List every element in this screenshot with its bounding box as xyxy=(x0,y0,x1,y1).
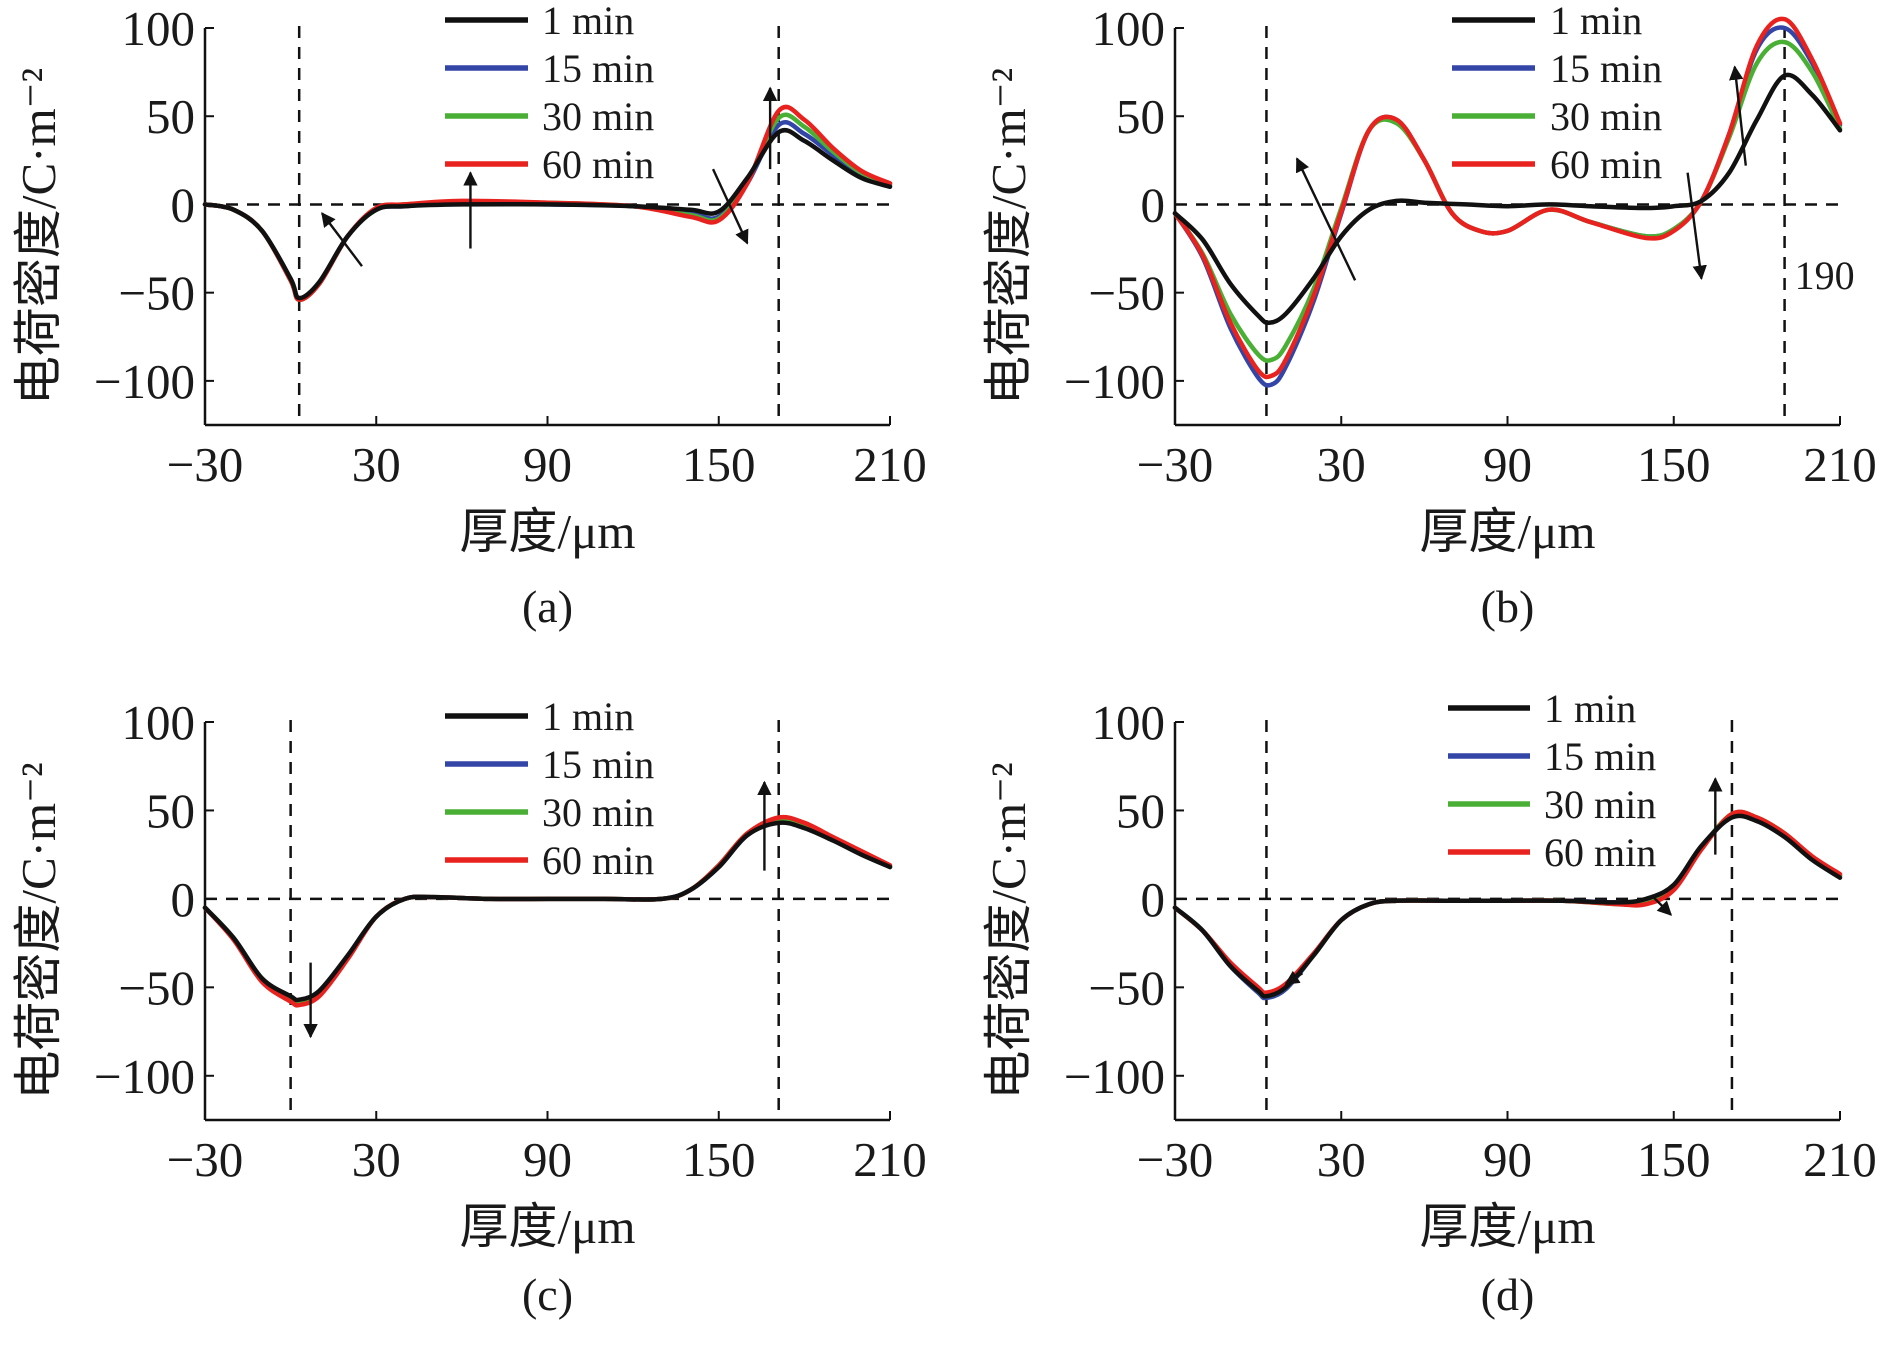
y-axis-title: 电荷密度/C·m⁻² xyxy=(981,762,1036,1099)
panel-caption: (b) xyxy=(1481,581,1535,632)
legend-label: 60 min xyxy=(1544,830,1656,875)
legend-label: 15 min xyxy=(1544,734,1656,779)
y-tick-label: −50 xyxy=(118,266,195,321)
x-tick-label: 90 xyxy=(523,1132,572,1187)
y-tick-label: 100 xyxy=(1092,695,1166,750)
x-tick-label: 210 xyxy=(853,1132,927,1187)
legend-label: 60 min xyxy=(1550,142,1662,187)
x-axis-title: 厚度/μm xyxy=(460,504,636,559)
y-tick-label: 50 xyxy=(1116,89,1165,144)
series-line-1-min xyxy=(1172,72,1843,325)
legend-label: 60 min xyxy=(542,838,654,883)
x-tick-label: −30 xyxy=(167,1132,244,1187)
x-tick-label: 30 xyxy=(352,1132,401,1187)
legend-label: 30 min xyxy=(542,94,654,139)
panel-caption: (a) xyxy=(522,581,573,632)
x-axis-title: 厚度/μm xyxy=(1420,504,1596,559)
y-tick-label: 50 xyxy=(146,89,195,144)
x-tick-label: 150 xyxy=(682,437,756,492)
legend-label: 1 min xyxy=(1544,686,1636,731)
x-tick-label: 90 xyxy=(1483,1132,1532,1187)
trend-arrow xyxy=(1686,172,1707,280)
legend-label: 30 min xyxy=(542,790,654,835)
legend-label: 60 min xyxy=(542,142,654,187)
y-tick-label: −100 xyxy=(94,354,195,409)
x-tick-label: 90 xyxy=(1483,437,1532,492)
series-line-1-min xyxy=(202,127,893,301)
legend-label: 1 min xyxy=(1550,0,1642,43)
x-tick-label: 150 xyxy=(682,1132,756,1187)
y-tick-label: 0 xyxy=(171,177,196,232)
x-axis-title: 厚度/μm xyxy=(460,1199,636,1254)
y-axis-title: 电荷密度/C·m⁻² xyxy=(981,68,1036,405)
x-tick-label: 210 xyxy=(853,437,927,492)
y-tick-label: 50 xyxy=(146,783,195,838)
x-tick-label: 30 xyxy=(1317,1132,1366,1187)
trend-arrow xyxy=(1650,894,1672,916)
annotation-label: 190 xyxy=(1795,253,1855,298)
panel-caption: (c) xyxy=(522,1269,573,1320)
x-tick-label: 210 xyxy=(1803,437,1877,492)
y-tick-label: −50 xyxy=(118,960,195,1015)
series-line-30-min xyxy=(1172,809,1843,999)
legend-label: 15 min xyxy=(1550,46,1662,91)
chart-panel-b: −30 30 90 150 210 100 50 0 −50 −100 厚度/μm 电荷密度/C·m⁻… xyxy=(981,0,1877,632)
y-tick-label: −50 xyxy=(1088,960,1165,1015)
x-tick-label: 30 xyxy=(352,437,401,492)
x-tick-label: −30 xyxy=(167,437,244,492)
chart-panel-d: −30 30 90 150 210 100 50 0 −50 −100 厚度/μm 电荷密度/C·m⁻… xyxy=(981,686,1877,1320)
chart-panel-c: −30 30 90 150 210 100 50 0 −50 −100 厚度/μm 电荷密度/C·m⁻… xyxy=(11,694,927,1320)
y-tick-label: 0 xyxy=(171,872,196,927)
trend-arrow xyxy=(711,168,749,245)
series-line-1-min xyxy=(1172,813,1843,999)
trend-arrow xyxy=(1728,65,1747,166)
y-tick-label: 100 xyxy=(122,695,196,750)
y-tick-label: −100 xyxy=(1064,1049,1165,1104)
x-tick-label: −30 xyxy=(1137,437,1214,492)
y-tick-label: 0 xyxy=(1141,177,1166,232)
legend-label: 30 min xyxy=(1544,782,1656,827)
trend-arrow xyxy=(1284,970,1304,985)
series-line-1-min xyxy=(202,820,893,1003)
y-tick-label: −100 xyxy=(1064,354,1165,409)
y-axis-title: 电荷密度/C·m⁻² xyxy=(11,762,66,1099)
x-tick-label: 210 xyxy=(1803,1132,1877,1187)
legend-label: 15 min xyxy=(542,46,654,91)
series-line-60-min xyxy=(1172,16,1843,380)
panel-caption: (d) xyxy=(1481,1269,1535,1320)
x-tick-label: 30 xyxy=(1317,437,1366,492)
trend-arrow xyxy=(1295,157,1357,281)
y-tick-label: 50 xyxy=(1116,783,1165,838)
legend-label: 15 min xyxy=(542,742,654,787)
chart-panel-a: −30 30 90 150 210 100 50 0 −50 −100 厚度/μm 电荷密度/C·m⁻… xyxy=(11,0,927,632)
x-axis-title: 厚度/μm xyxy=(1420,1199,1596,1254)
x-tick-label: 150 xyxy=(1637,1132,1711,1187)
x-tick-label: −30 xyxy=(1137,1132,1214,1187)
legend-label: 1 min xyxy=(542,0,634,43)
series-line-15-min xyxy=(1172,811,1843,1001)
legend-label: 1 min xyxy=(542,694,634,739)
legend-label: 30 min xyxy=(1550,94,1662,139)
y-tick-label: −50 xyxy=(1088,266,1165,321)
y-tick-label: 100 xyxy=(1092,1,1166,56)
trend-arrow xyxy=(321,212,363,267)
x-tick-label: 150 xyxy=(1637,437,1711,492)
x-tick-label: 90 xyxy=(523,437,572,492)
y-tick-label: −100 xyxy=(94,1049,195,1104)
y-tick-label: 100 xyxy=(122,1,196,56)
y-axis-title: 电荷密度/C·m⁻² xyxy=(11,68,66,405)
y-tick-label: 0 xyxy=(1141,872,1166,927)
